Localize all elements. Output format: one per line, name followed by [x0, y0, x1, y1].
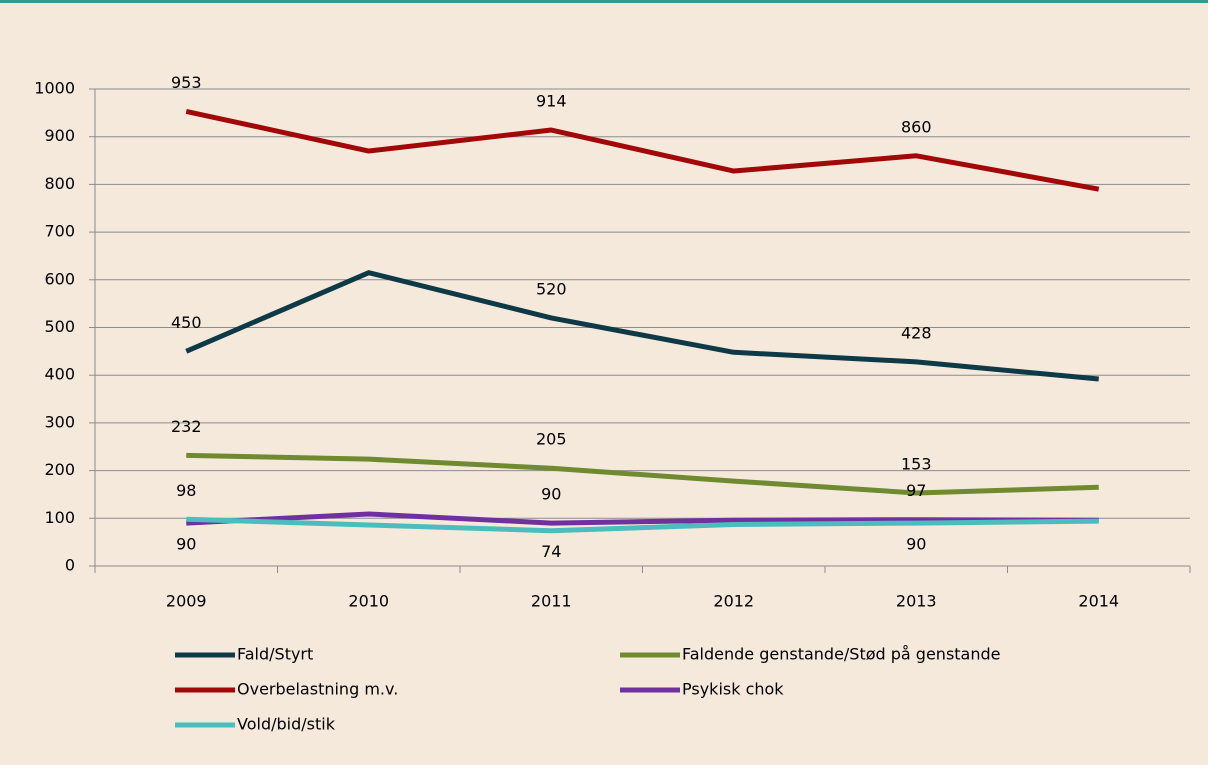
x-tick-label: 2010 [348, 592, 389, 611]
data-label: 97 [906, 481, 926, 500]
data-label: 428 [901, 323, 932, 342]
x-tick-label: 2013 [896, 592, 937, 611]
y-tick-label: 900 [44, 126, 75, 145]
y-tick-label: 700 [44, 222, 75, 241]
x-tick-label: 2009 [166, 592, 207, 611]
y-tick-label: 100 [44, 508, 75, 527]
legend-label: Psykisk chok [682, 680, 784, 699]
legend-label: Overbelastning m.v. [237, 680, 398, 699]
data-label: 914 [536, 92, 567, 111]
x-tick-label: 2014 [1078, 592, 1119, 611]
data-label: 450 [171, 313, 202, 332]
data-label: 860 [901, 117, 932, 136]
data-label: 90 [176, 535, 196, 554]
x-tick-label: 2011 [531, 592, 572, 611]
y-tick-label: 300 [44, 412, 75, 431]
data-label: 90 [541, 485, 561, 504]
series-line [186, 511, 1099, 526]
data-label: 98 [176, 481, 196, 500]
series-line [186, 516, 1099, 534]
y-tick-label: 800 [44, 174, 75, 193]
y-tick-label: 1000 [34, 79, 75, 98]
y-tick-label: 200 [44, 460, 75, 479]
data-label: 953 [171, 73, 202, 92]
series-line [185, 270, 1099, 382]
data-label: 520 [536, 279, 567, 298]
data-label: 232 [171, 417, 202, 436]
legend-label: Fald/Styrt [237, 645, 313, 664]
y-tick-label: 0 [65, 556, 75, 575]
y-tick-label: 500 [44, 317, 75, 336]
data-label: 153 [901, 455, 932, 474]
y-tick-label: 400 [44, 365, 75, 384]
legend-label: Faldende genstande/Stød på genstande [682, 645, 1001, 664]
data-label: 90 [906, 535, 926, 554]
top-rule [0, 0, 1208, 3]
data-label: 205 [536, 430, 567, 449]
series-line [186, 452, 1099, 496]
x-tick-label: 2012 [713, 592, 754, 611]
y-tick-label: 600 [44, 269, 75, 288]
series-line [185, 108, 1100, 192]
data-label: 74 [541, 542, 561, 561]
legend-label: Vold/bid/stik [237, 715, 336, 734]
